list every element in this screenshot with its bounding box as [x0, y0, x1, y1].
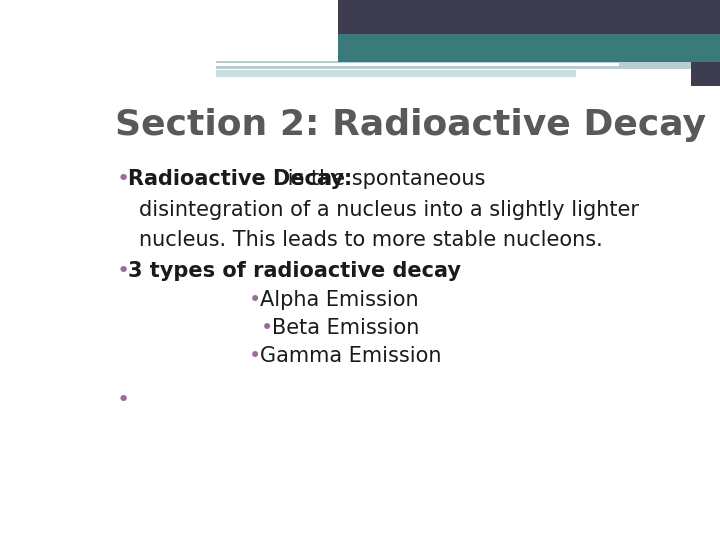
Text: •: •	[117, 261, 130, 281]
Text: nucleus. This leads to more stable nucleons.: nucleus. This leads to more stable nucle…	[139, 230, 603, 250]
Text: Section 2: Radioactive Decay: Section 2: Radioactive Decay	[115, 109, 706, 143]
Text: is the spontaneous: is the spontaneous	[282, 169, 486, 189]
Text: •: •	[249, 290, 261, 310]
Text: Gamma Emission: Gamma Emission	[260, 346, 441, 366]
Text: Beta Emission: Beta Emission	[272, 318, 420, 338]
Text: •: •	[117, 389, 130, 409]
Text: Radioactive Decay:: Radioactive Decay:	[128, 169, 352, 189]
Text: disintegration of a nucleus into a slightly lighter: disintegration of a nucleus into a sligh…	[139, 200, 639, 220]
Text: 3 types of radioactive decay: 3 types of radioactive decay	[128, 261, 461, 281]
Text: •: •	[261, 318, 274, 338]
Text: •: •	[117, 169, 130, 189]
Text: Alpha Emission: Alpha Emission	[260, 290, 419, 310]
Text: •: •	[249, 346, 261, 366]
